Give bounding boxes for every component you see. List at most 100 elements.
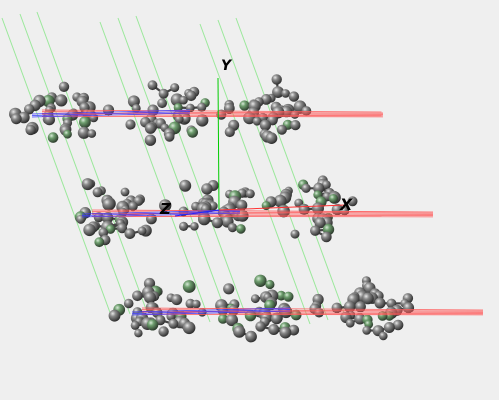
y-projection-line (117, 17, 229, 319)
atom (158, 88, 169, 99)
atom (179, 179, 192, 192)
atom (187, 126, 199, 138)
z-projection-line (131, 307, 291, 313)
atom (130, 320, 140, 330)
atom (182, 321, 196, 335)
atom (143, 277, 156, 290)
y-axis-line (217, 77, 220, 211)
atom (171, 294, 183, 306)
atom (236, 199, 248, 211)
atom (164, 131, 175, 142)
atom (102, 198, 116, 211)
atom (233, 325, 246, 338)
atom (288, 91, 300, 102)
atom (314, 217, 326, 229)
coordinate-axes (174, 77, 346, 217)
atom (211, 217, 223, 229)
y-projection-line (235, 17, 347, 319)
atom (24, 104, 35, 115)
atom (168, 318, 179, 329)
atom (310, 225, 321, 236)
atom (190, 222, 199, 231)
atom (10, 113, 22, 125)
x-projection-line (41, 114, 384, 116)
atom (271, 313, 283, 325)
atom (283, 291, 294, 302)
atom (223, 283, 235, 295)
atom (227, 223, 238, 233)
atom (43, 114, 56, 126)
z-projection-line (81, 211, 241, 216)
atom (179, 221, 189, 231)
y-projection-line (135, 15, 247, 317)
atom (392, 319, 404, 331)
x-projection-line (141, 307, 484, 311)
atom (290, 309, 302, 321)
atom (192, 299, 201, 309)
atom (81, 178, 94, 191)
z-projection-line (81, 212, 241, 218)
atom (268, 324, 280, 335)
z-projection-line (131, 309, 291, 314)
atom (76, 214, 86, 224)
x-projection-line (141, 309, 484, 312)
atom (120, 187, 130, 197)
z-projection-line (131, 310, 291, 316)
atom (185, 90, 197, 102)
atom (158, 326, 169, 337)
atom (362, 292, 374, 305)
atom (264, 299, 276, 311)
y-projection-line (19, 13, 131, 315)
atom (362, 326, 372, 335)
atom (117, 223, 128, 234)
atom (137, 226, 147, 236)
atom (58, 81, 70, 93)
atom (147, 80, 158, 91)
z-axis-label: Z (160, 200, 171, 218)
atom (290, 229, 300, 239)
atom (265, 279, 275, 290)
x-projection-line (41, 111, 384, 114)
atom (383, 322, 395, 333)
atom (259, 119, 271, 131)
atom (281, 89, 290, 98)
atom (87, 129, 97, 138)
atom (108, 309, 121, 322)
atom (265, 132, 278, 144)
atom (144, 134, 157, 146)
atom (123, 298, 134, 309)
atom (377, 311, 388, 321)
atom (94, 237, 105, 248)
z-axis-line (174, 209, 220, 217)
atom (379, 331, 388, 341)
atom (132, 290, 143, 302)
atom (105, 224, 116, 234)
atom (347, 196, 358, 207)
y-axis-projection-lines (1, 11, 347, 325)
atom (254, 274, 267, 287)
atom (63, 129, 72, 139)
atom (255, 321, 266, 332)
atom (174, 114, 184, 124)
atom (55, 94, 68, 107)
z-axis-projection-lines (31, 109, 291, 316)
atom (298, 203, 310, 215)
y-projection-line (217, 19, 329, 321)
y-projection-line (199, 23, 311, 325)
atom (224, 126, 235, 138)
atom (272, 86, 284, 98)
atom (25, 124, 36, 136)
atom (290, 120, 301, 131)
atom (243, 111, 256, 125)
atom (402, 302, 415, 314)
atom (197, 308, 207, 317)
atom (77, 126, 90, 139)
atom (182, 280, 196, 293)
z-projection-line (31, 112, 191, 118)
atom (198, 212, 211, 226)
atom (301, 183, 311, 193)
atom (250, 294, 260, 304)
x-axis-line (218, 204, 346, 211)
